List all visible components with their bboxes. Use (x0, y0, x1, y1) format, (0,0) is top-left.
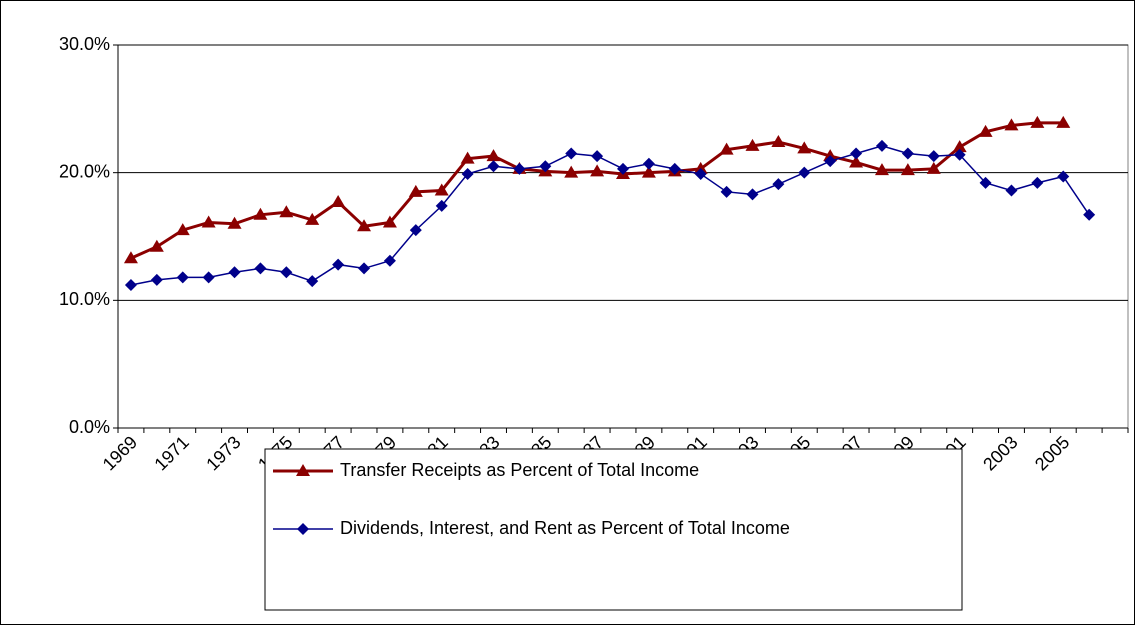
marker (772, 178, 785, 191)
marker (900, 163, 915, 176)
marker (720, 185, 733, 198)
marker (305, 212, 320, 225)
y-tick-label: 20.0% (59, 161, 110, 181)
marker (953, 148, 966, 161)
marker (771, 135, 786, 148)
marker (280, 266, 293, 279)
marker (641, 165, 656, 178)
marker (564, 165, 579, 178)
marker (435, 199, 448, 212)
marker (668, 162, 681, 175)
marker (306, 275, 319, 288)
marker (297, 523, 309, 535)
marker (926, 161, 941, 174)
marker (693, 161, 708, 174)
marker (927, 150, 940, 163)
marker (175, 223, 190, 236)
y-tick-label: 30.0% (59, 34, 110, 54)
marker (565, 147, 578, 160)
plot-area (117, 44, 1129, 429)
marker (253, 207, 268, 220)
marker (150, 273, 163, 286)
marker (1004, 118, 1019, 131)
marker (202, 271, 215, 284)
marker (719, 142, 734, 155)
marker (227, 216, 242, 229)
marker (539, 160, 552, 173)
marker (358, 262, 371, 275)
marker (849, 155, 864, 168)
marker (331, 195, 346, 208)
marker (875, 139, 888, 152)
marker (434, 183, 449, 196)
marker (228, 266, 241, 279)
marker (1031, 176, 1044, 189)
marker (149, 239, 164, 252)
marker (279, 205, 294, 218)
marker (797, 141, 812, 154)
marker (590, 164, 605, 177)
marker (513, 162, 526, 175)
legend (264, 448, 963, 611)
marker (591, 150, 604, 163)
marker (461, 167, 474, 180)
marker (978, 124, 993, 137)
marker (1005, 184, 1018, 197)
marker (332, 258, 345, 271)
marker (874, 163, 889, 176)
marker (123, 251, 138, 264)
marker (694, 167, 707, 180)
marker (824, 155, 837, 168)
marker (201, 215, 216, 228)
marker (1083, 208, 1096, 221)
marker (1056, 115, 1071, 128)
marker (357, 219, 372, 232)
marker (1057, 170, 1070, 183)
marker (823, 149, 838, 162)
marker (617, 162, 629, 175)
marker (409, 224, 422, 237)
marker (382, 215, 397, 228)
marker (798, 166, 811, 179)
legend-label: Transfer Receipts as Percent of Total In… (340, 460, 699, 480)
marker (296, 464, 310, 476)
marker (850, 147, 863, 160)
marker (408, 184, 423, 197)
marker (952, 140, 967, 153)
marker (486, 149, 501, 162)
marker (254, 262, 267, 275)
marker (460, 151, 475, 164)
legend-label: Dividends, Interest, and Rent as Percent… (340, 518, 790, 538)
marker (487, 160, 500, 173)
marker (124, 279, 137, 292)
marker (746, 188, 759, 201)
marker (745, 138, 760, 151)
marker (901, 147, 914, 160)
marker (383, 254, 396, 267)
y-tick-label: 0.0% (69, 417, 110, 437)
marker (979, 176, 992, 189)
marker (642, 157, 655, 170)
y-tick-label: 10.0% (59, 289, 110, 309)
marker (1030, 115, 1045, 128)
marker (176, 271, 189, 284)
